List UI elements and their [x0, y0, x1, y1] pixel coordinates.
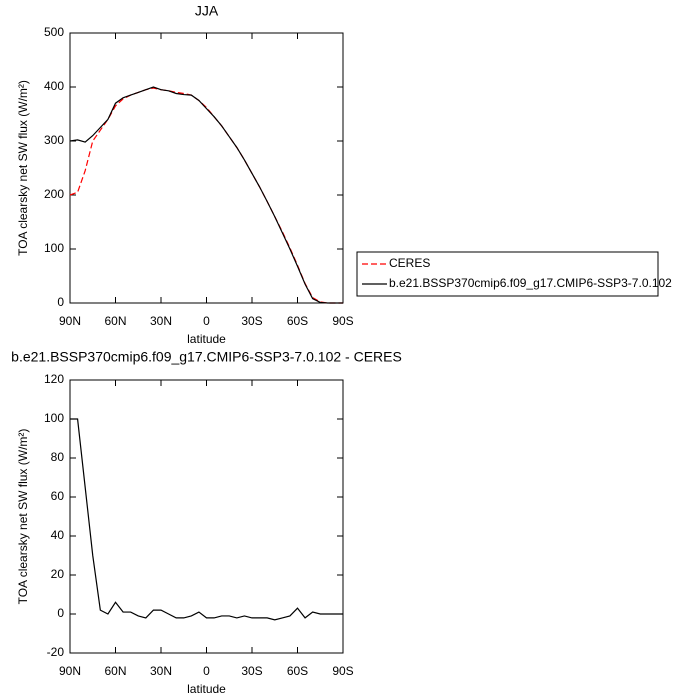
x-tick-label: 90N [59, 664, 81, 678]
y-axis-label: TOA clearsky net SW flux (W/m²) [16, 429, 30, 605]
y-tick-label: 40 [51, 528, 65, 542]
x-tick-label: 60S [287, 664, 308, 678]
y-tick-label: 60 [51, 489, 65, 503]
y-tick-label: 0 [57, 295, 64, 309]
x-tick-label: 90S [332, 664, 353, 678]
x-tick-label: 90N [59, 314, 81, 328]
y-axis-label: TOA clearsky net SW flux (W/m²) [16, 80, 30, 256]
legend-label: CERES [389, 256, 430, 270]
y-tick-label: 300 [44, 133, 64, 147]
x-tick-label: 60N [104, 314, 126, 328]
y-tick-label: 400 [44, 79, 64, 93]
x-tick-label: 60N [104, 664, 126, 678]
x-tick-label: 0 [203, 314, 210, 328]
series-line [70, 418, 343, 621]
y-tick-label: 500 [44, 25, 64, 39]
x-tick-label: 60S [287, 314, 308, 328]
y-tick-label: 20 [51, 567, 65, 581]
x-tick-label: 30S [241, 314, 262, 328]
y-tick-label: 120 [44, 372, 64, 386]
y-tick-label: 100 [44, 241, 64, 255]
x-axis-label: latitude [187, 682, 226, 696]
legend-label: b.e21.BSSP370cmip6.f09_g17.CMIP6-SSP3-7.… [389, 276, 672, 290]
x-tick-label: 30S [241, 664, 262, 678]
legend-box [356, 251, 659, 297]
series-line [69, 87, 343, 304]
y-tick-label: 0 [57, 606, 64, 620]
y-tick-label: 100 [44, 411, 64, 425]
y-tick-label: -20 [47, 645, 65, 659]
x-tick-label: 30N [150, 664, 172, 678]
x-axis-label: latitude [187, 332, 226, 346]
y-tick-label: 200 [44, 187, 64, 201]
plot-frame [69, 32, 344, 304]
plot-frame [69, 379, 344, 654]
x-tick-label: 0 [203, 664, 210, 678]
chart-title: b.e21.BSSP370cmip6.f09_g17.CMIP6-SSP3-7.… [11, 349, 402, 365]
chart-title: JJA [195, 3, 219, 19]
y-tick-label: 80 [51, 450, 65, 464]
x-tick-label: 30N [150, 314, 172, 328]
series-line [69, 86, 343, 304]
x-tick-label: 90S [332, 314, 353, 328]
